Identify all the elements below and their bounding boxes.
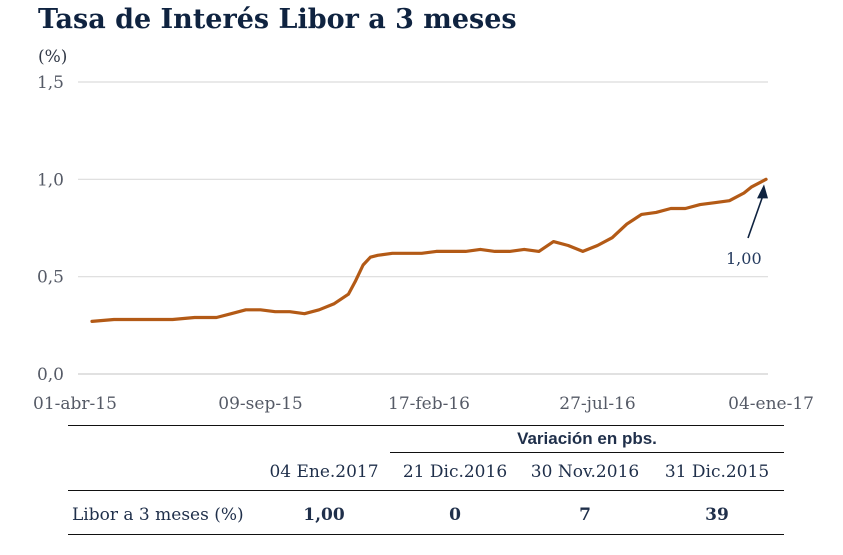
annotations: 1,00 <box>726 184 768 268</box>
x-axis-ticks: 01-abr-15 09-sep-15 17-feb-16 27-jul-16 04-e… <box>33 394 814 414</box>
table-top-rule <box>68 425 784 426</box>
x-tick-label: 27-jul-16 <box>559 394 635 414</box>
table-col-header: 04 Ene.2017 <box>269 462 379 482</box>
table-header-rule <box>68 490 784 491</box>
x-tick-label: 17-feb-16 <box>388 394 470 414</box>
table-cell-value: 0 <box>449 505 461 525</box>
annotation-arrow-line <box>747 195 764 239</box>
y-axis-unit-label: (%) <box>38 47 67 67</box>
line-chart: (%) 0,0 0,5 1,0 1,5 01-abr-15 09-sep-15 17-fe… <box>33 47 814 414</box>
chart-title: Tasa de Interés Libor a 3 meses <box>38 4 517 35</box>
annotation-arrow-head <box>757 184 768 199</box>
table-cell-value: 7 <box>579 505 591 525</box>
table-bottom-rule <box>68 534 784 535</box>
table-col-header: 30 Nov.2016 <box>530 462 640 482</box>
table-cell-value: 1,00 <box>303 505 345 525</box>
table-group-header: Variación en pbs. <box>517 429 657 448</box>
table-group-rule <box>390 452 784 453</box>
y-axis-ticks: 0,0 0,5 1,0 1,5 <box>37 73 64 385</box>
table-col-header: 31 Dic.2015 <box>664 462 770 482</box>
x-tick-label: 04-ene-17 <box>728 394 814 414</box>
table-cell-value: 39 <box>705 505 729 525</box>
annotation-label: 1,00 <box>726 249 762 268</box>
x-tick-label: 09-sep-15 <box>218 394 302 414</box>
gridlines <box>78 81 768 375</box>
table-col-header: 21 Dic.2016 <box>402 462 508 482</box>
series-group <box>90 177 768 323</box>
table-row-label: Libor a 3 meses (%) <box>72 505 244 525</box>
y-tick-label: 1,0 <box>37 170 64 190</box>
series-line <box>90 177 768 323</box>
x-tick-label: 01-abr-15 <box>33 394 117 414</box>
y-tick-label: 1,5 <box>37 73 64 93</box>
y-tick-label: 0,0 <box>37 365 64 385</box>
y-tick-label: 0,5 <box>37 268 64 288</box>
